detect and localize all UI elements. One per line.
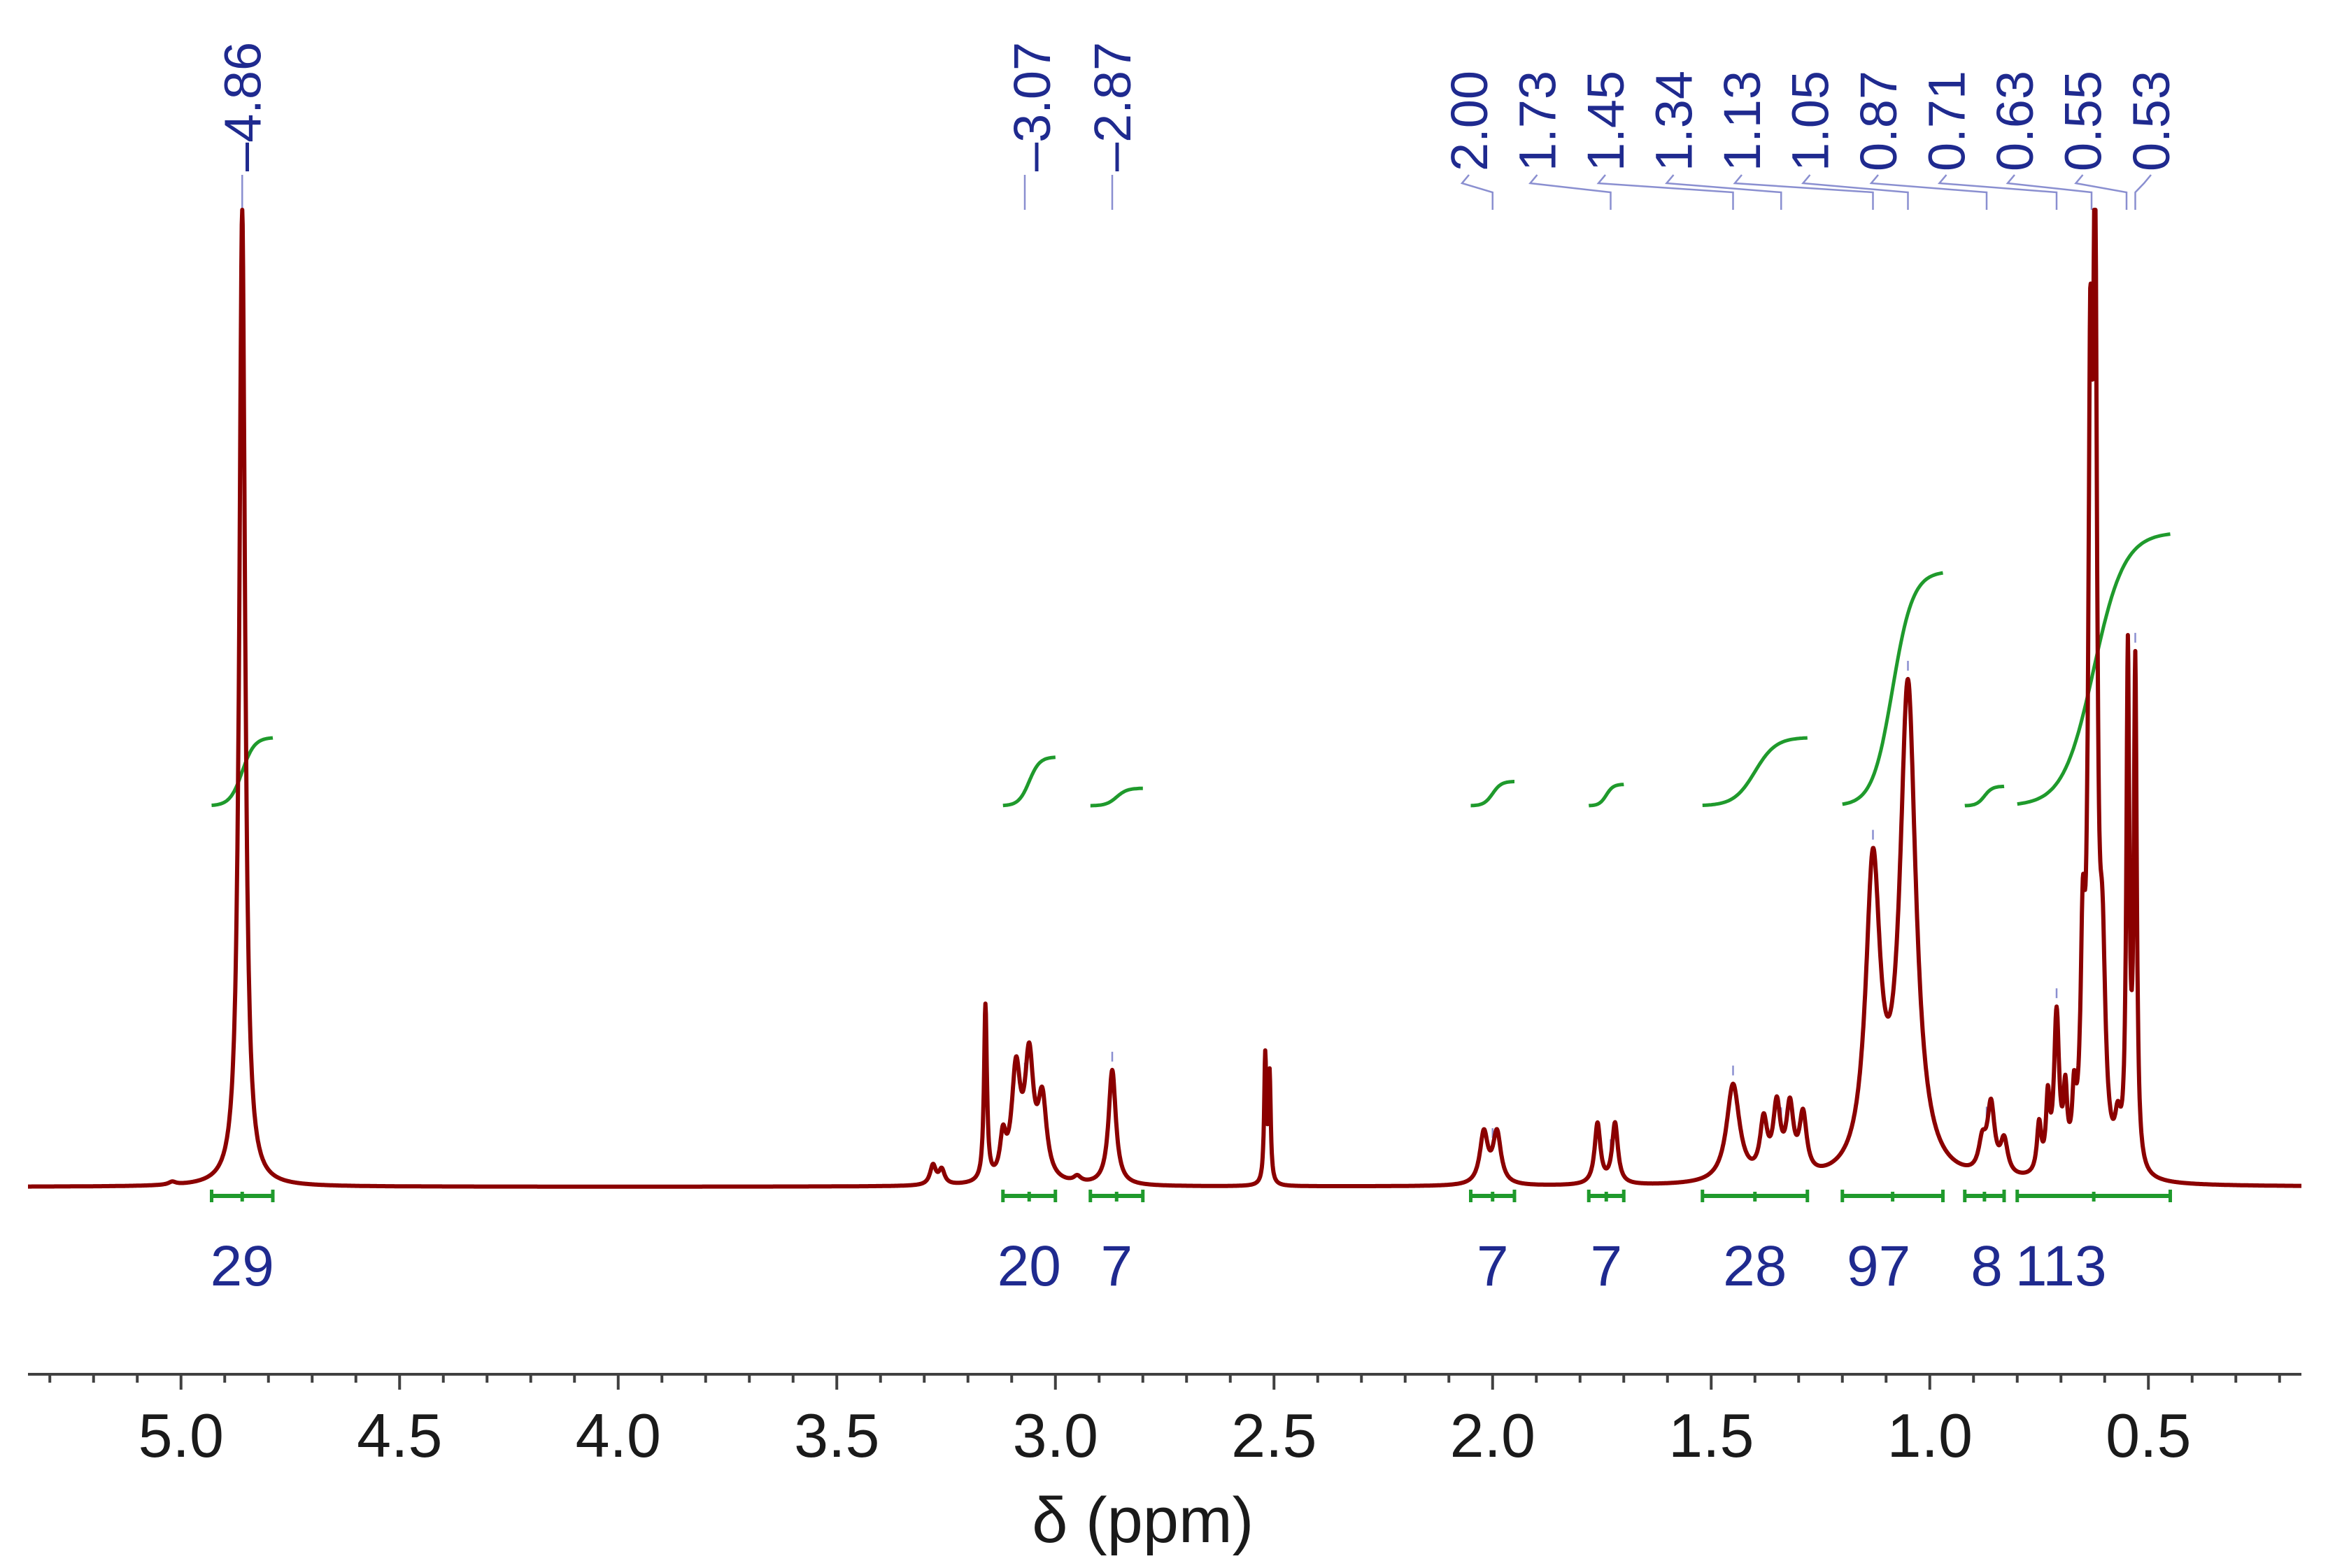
peak-label: 1.73 [1509,71,1567,171]
peak-label: 0.53 [2122,71,2180,171]
peak-label: –3.07 [1003,42,1061,171]
integral-curve [1842,571,1943,806]
integral-curve [1002,755,1056,808]
peak-leader-line [2134,174,2152,210]
integral-value-label: 20 [998,1234,1061,1298]
integral-curve [1588,783,1624,808]
x-tick-label: 3.0 [1013,1401,1098,1470]
peak-leader-line [1528,174,1612,210]
x-axis-ticks: 5.0 4.5 4.0 3.5 3.0 2.5 2.0 1.5 1.0 0.5 [48,1374,2281,1470]
x-tick-label: 2.5 [1231,1401,1316,1470]
integral-curve [1090,786,1143,808]
integral-value-label: 28 [1723,1234,1787,1298]
integral-curve [2017,532,2171,806]
integral-curve [211,736,274,807]
x-tick-label: 2.0 [1450,1401,1535,1470]
peak-label: –4.86 [213,42,271,171]
peak-leader-line [1801,174,1909,210]
integral-value-label: 97 [1847,1234,1910,1298]
peak-leader-line [1869,174,1988,210]
peak-label: 0.55 [2054,71,2113,171]
x-tick-label: 1.0 [1887,1401,1973,1470]
integral-value-label: 7 [1590,1234,1622,1298]
integral-curve [1470,780,1514,808]
peak-label: 2.00 [1440,71,1498,171]
integral-value-label: 8 [1971,1234,2003,1298]
integral-value-label: 29 [211,1234,274,1298]
peak-label: 0.63 [1986,71,2044,171]
integral-curve [1964,784,2005,808]
x-tick-label: 4.5 [357,1401,442,1470]
peak-leader-line [2074,174,2128,210]
peak-leader-line [1460,174,1493,210]
integral-value-label: 7 [1477,1234,1509,1298]
x-axis-title: δ (ppm) [1032,1485,1254,1556]
peak-label: 1.34 [1645,71,1703,171]
x-tick-label: 4.0 [576,1401,661,1470]
peak-leader-line [1596,174,1734,210]
x-tick-label: 3.5 [794,1401,879,1470]
x-tick-label: 0.5 [2106,1401,2191,1470]
integral-value-label: 113 [2015,1234,2107,1298]
integral-value-label: 7 [1100,1234,1133,1298]
peak-label: 1.45 [1577,71,1635,171]
x-tick-label: 1.5 [1668,1401,1754,1470]
peak-leader-line [1664,174,1782,210]
peak-label: 1.13 [1713,71,1771,171]
integral-curve [1702,736,1808,807]
peak-leader-line [1733,174,1874,210]
peak-leader-line [1937,174,2058,210]
peak-label: 1.05 [1782,71,1840,171]
peak-leader-line [2006,174,2093,210]
integral-curve-group [211,532,2171,808]
integral-bar-group: 29 20 7 7 7 28 97 8 113 [210,1190,2172,1298]
x-tick-label: 5.0 [139,1401,224,1470]
peak-label: 0.71 [1918,71,1976,171]
peak-label: 0.87 [1850,71,1908,171]
peak-label: –2.87 [1084,42,1142,171]
peak-label-group: –4.86 –3.07 –2.87 2.00 1.73 1.45 1.34 1.13 1.05 0… [213,42,2180,1149]
spectrum-trace [26,208,2304,1189]
